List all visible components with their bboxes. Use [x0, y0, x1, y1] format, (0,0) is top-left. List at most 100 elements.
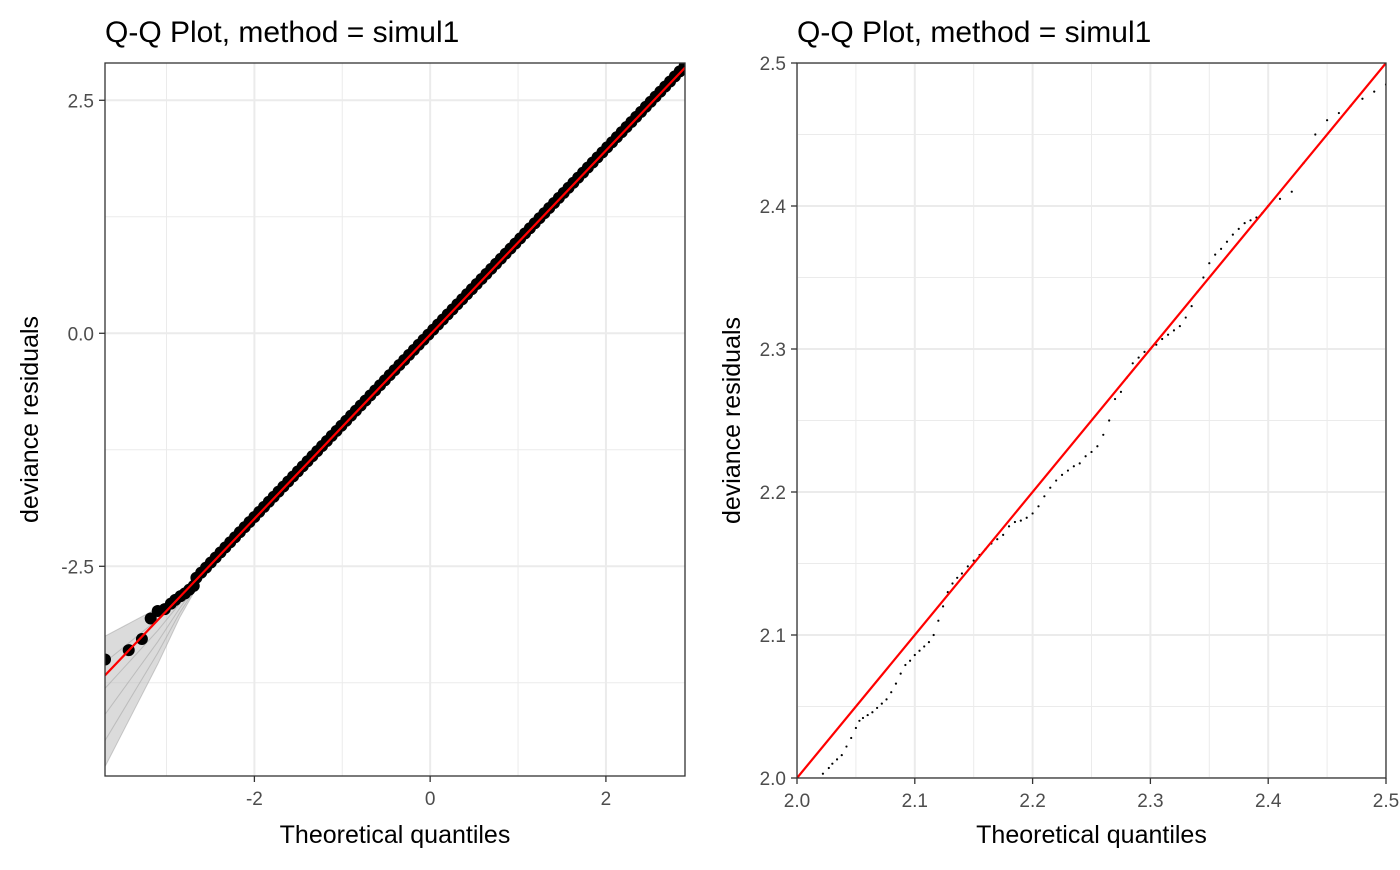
data-point: [899, 672, 902, 675]
data-point: [1102, 433, 1105, 436]
data-point: [1013, 520, 1017, 524]
y-tick-label: 0.0: [68, 324, 94, 345]
data-point: [1025, 516, 1028, 519]
data-point: [908, 659, 912, 662]
data-point: [821, 772, 825, 775]
data-point: [854, 726, 858, 730]
data-point: [1184, 316, 1187, 319]
qq-panel-1: -2 0 2 -2.5 0.0 2.5 Q-Q Plot, method = simul1 T…: [16, 16, 686, 849]
data-points-dense: [190, 63, 685, 584]
data-point: [1337, 111, 1340, 115]
data-point: [831, 762, 834, 765]
data-point: [850, 736, 853, 740]
data-point: [1090, 450, 1093, 454]
data-point: [1119, 390, 1123, 393]
x-tick-label: 2.0: [784, 791, 810, 812]
data-point: [1190, 305, 1193, 308]
x-tick-label: 2.2: [1019, 791, 1045, 812]
data-point: [827, 766, 830, 770]
y-tick-label: 2.0: [760, 769, 786, 790]
data-point: [1219, 247, 1223, 250]
chart-title: Q-Q Plot, method = simul1: [105, 16, 459, 49]
x-tick-label: 0: [425, 789, 436, 810]
data-point: [1049, 486, 1052, 489]
data-point: [1031, 512, 1034, 515]
qq-panel-2: 2.0 2.1 2.2 2.3 2.4 2.5 2.0 2.1 2.2 2.3 2.4 2.5 Q-Q …: [718, 16, 1399, 849]
x-tick-label: 2.4: [1255, 791, 1282, 812]
data-point: [1231, 233, 1234, 236]
data-point: [941, 605, 945, 608]
x-tick-label: -2: [246, 789, 263, 810]
data-point: [1143, 350, 1146, 353]
y-tick-label: 2.3: [760, 340, 786, 361]
data-point: [932, 633, 935, 637]
x-tick-label: 2.1: [902, 791, 928, 812]
simulated-line: [105, 590, 194, 715]
data-point: [1237, 227, 1240, 230]
y-axis-title: deviance residuals: [718, 317, 746, 524]
data-point: [1243, 222, 1246, 225]
data-point: [858, 719, 861, 722]
data-point: [880, 702, 883, 705]
panel-border: [796, 62, 1387, 779]
data-point: [951, 582, 954, 585]
simulation-envelope: [105, 584, 193, 767]
data-point: [861, 716, 865, 720]
data-point: [1314, 133, 1317, 136]
gridlines: [105, 63, 685, 776]
data-point: [1002, 533, 1005, 537]
data-point: [956, 576, 959, 579]
x-tick-label: 2.3: [1137, 791, 1163, 812]
data-point: [1172, 329, 1176, 332]
data-point: [1084, 455, 1087, 458]
data-point: [1290, 190, 1293, 193]
data-point: [135, 632, 148, 645]
y-tick-label: 2.4: [760, 197, 787, 218]
data-point: [840, 754, 843, 757]
data-point: [913, 653, 916, 657]
data-point: [144, 612, 157, 625]
data-point: [1131, 362, 1134, 365]
y-tick-label: 2.5: [68, 91, 94, 112]
data-point: [1066, 469, 1070, 472]
data-point: [960, 572, 964, 575]
data-point: [1278, 197, 1282, 200]
data-point: [937, 619, 940, 622]
data-point: [1113, 397, 1117, 401]
data-point: [1055, 479, 1058, 482]
data-point: [1096, 445, 1099, 448]
data-point: [923, 645, 926, 648]
data-point: [885, 698, 888, 701]
data-point: [1361, 97, 1364, 100]
data-point: [1108, 419, 1111, 422]
data-point: [1072, 465, 1075, 468]
data-point: [835, 758, 839, 761]
data-point: [1078, 462, 1081, 465]
data-point: [1019, 519, 1022, 522]
x-axis-title: Theoretical quantiles: [280, 821, 511, 849]
y-tick-label: 2.1: [760, 626, 786, 647]
y-tick-label: 2.5: [760, 54, 786, 75]
data-point: [966, 565, 969, 568]
reference-line: [105, 66, 685, 677]
data-point: [866, 713, 869, 717]
data-point: [1249, 219, 1252, 222]
panel-background: [105, 63, 685, 776]
plot-area: [797, 63, 1386, 778]
data-point: [876, 706, 879, 710]
data-point: [894, 682, 898, 685]
data-point: [1214, 253, 1217, 256]
data-point: [1137, 356, 1140, 359]
simulated-line: [105, 592, 194, 741]
panel-border: [104, 62, 686, 777]
data-point: [904, 663, 907, 667]
x-tick-label: 2: [601, 789, 612, 810]
data-point: [1326, 119, 1329, 122]
data-point: [1060, 473, 1064, 476]
data-point: [105, 653, 111, 666]
data-point: [1208, 262, 1211, 265]
gridlines: [797, 63, 1386, 778]
data-point: [1037, 505, 1040, 508]
data-point: [1161, 337, 1164, 341]
